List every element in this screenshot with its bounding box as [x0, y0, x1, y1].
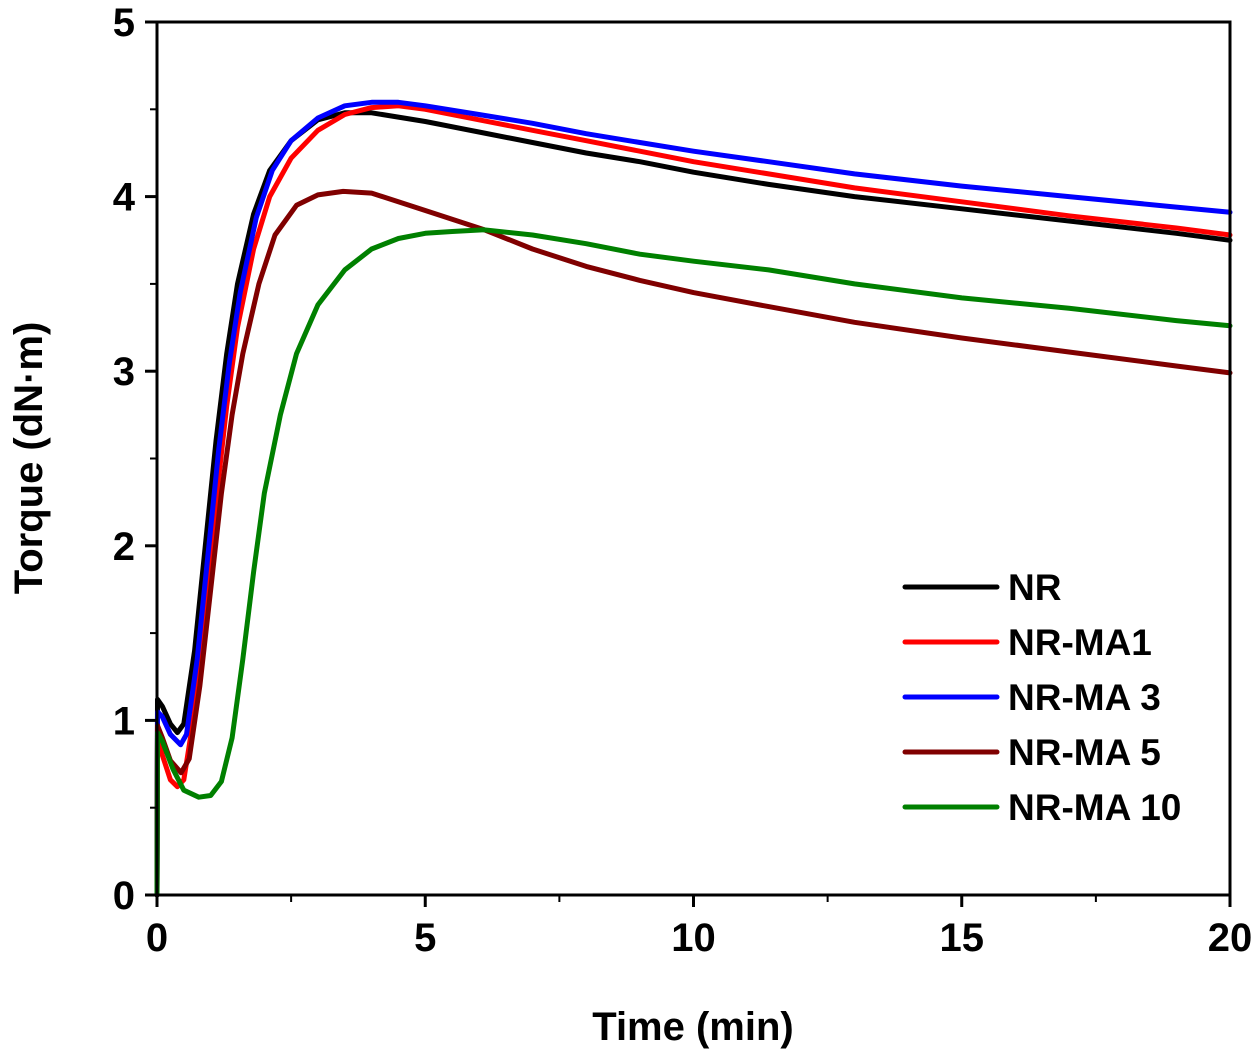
- legend-label: NR-MA 10: [1008, 787, 1181, 828]
- legend-label: NR-MA 3: [1008, 677, 1161, 718]
- legend-label: NR: [1008, 567, 1061, 608]
- legend-item: NR-MA 3: [902, 677, 1161, 718]
- series-line-nr: [154, 110, 1233, 898]
- axes-layer: [145, 20, 1232, 907]
- legend-item: NR-MA 10: [902, 787, 1181, 828]
- x-tick-label: 5: [414, 916, 436, 960]
- x-tick-label: 15: [940, 916, 985, 960]
- legend: NR NR-MA1 NR-MA 3 NR-MA 5 NR-MA 10: [902, 567, 1181, 828]
- y-tick-label: 2: [113, 525, 135, 569]
- y-tick-label: 3: [113, 350, 135, 394]
- legend-item: NR-MA1: [902, 622, 1152, 663]
- x-axis-title: Time (min): [592, 1005, 794, 1049]
- y-tick-label: 1: [113, 699, 135, 743]
- x-tick-label: 20: [1208, 916, 1253, 960]
- x-tick-label: 0: [146, 916, 168, 960]
- series-line-nr-ma3: [154, 99, 1233, 898]
- legend-item: NR-MA 5: [902, 732, 1161, 773]
- series-line-nr-ma1: [154, 103, 1233, 898]
- legend-label: NR-MA 5: [1008, 732, 1161, 773]
- legend-item: NR: [902, 567, 1061, 608]
- y-tick-label: 0: [113, 874, 135, 918]
- series-line-nr-ma5: [154, 188, 1233, 898]
- legend-label: NR-MA1: [1008, 622, 1152, 663]
- y-tick-label: 5: [113, 1, 135, 45]
- series-line-nr-ma10: [154, 227, 1233, 898]
- x-tick-labels: 0 5 10 15 20: [146, 916, 1252, 960]
- y-axis-title: Torque (dN·m): [7, 322, 51, 595]
- y-tick-label: 4: [113, 176, 136, 220]
- x-tick-label: 10: [671, 916, 716, 960]
- series-layer: [154, 99, 1233, 898]
- y-tick-labels: 0 1 2 3 4 5: [113, 1, 136, 918]
